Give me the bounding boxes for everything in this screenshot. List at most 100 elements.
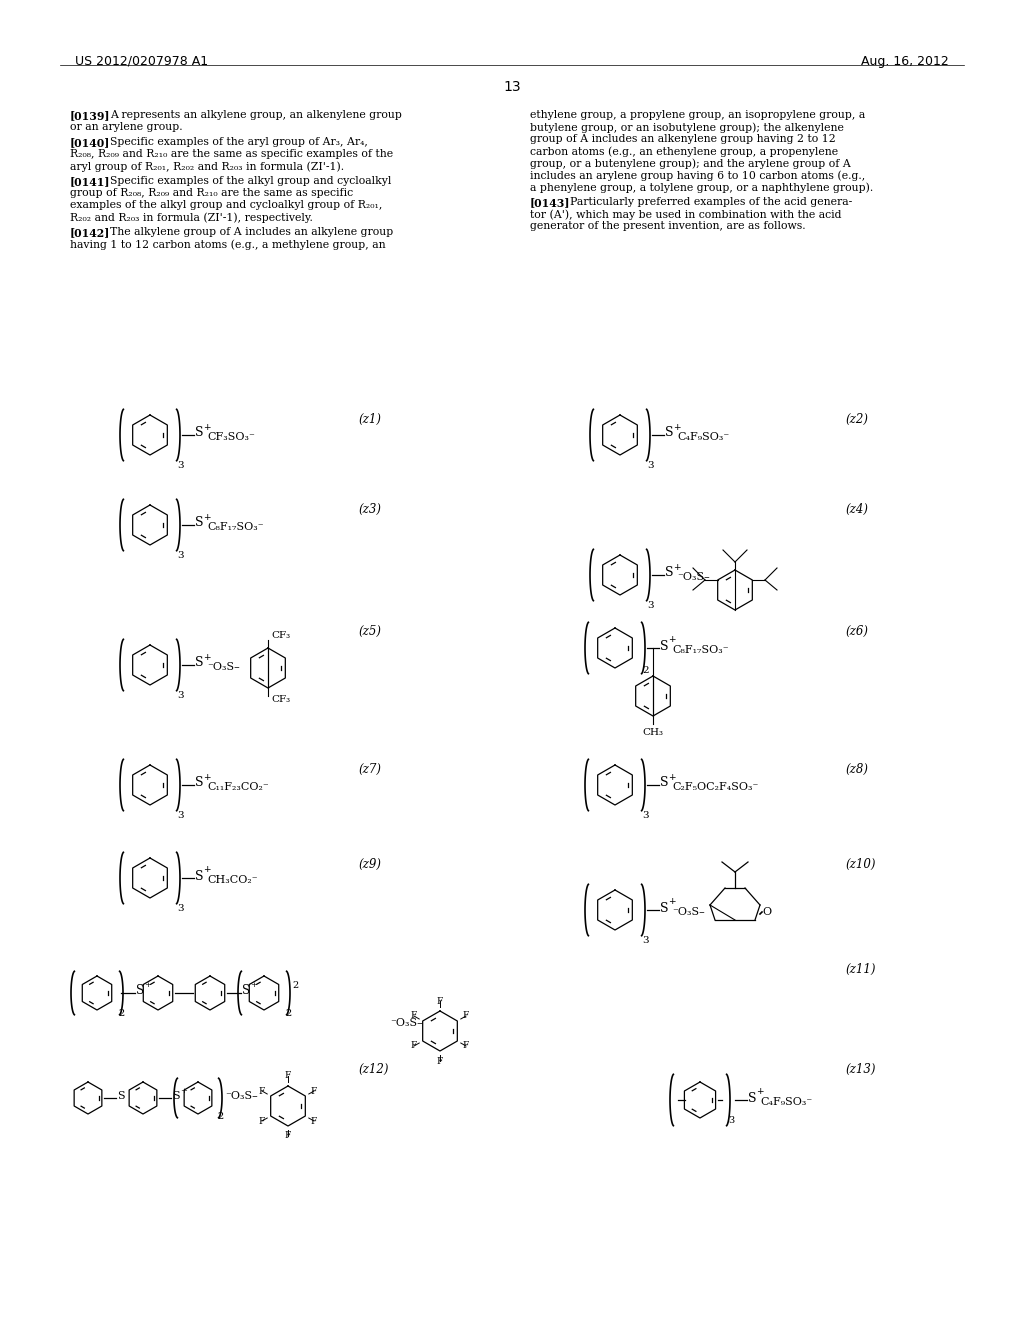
Text: CF₃SO₃⁻: CF₃SO₃⁻ — [207, 432, 255, 442]
Text: F: F — [311, 1086, 317, 1096]
Text: +: + — [756, 1088, 764, 1097]
Text: C₄F₉SO₃⁻: C₄F₉SO₃⁻ — [677, 432, 729, 442]
Text: (z13): (z13) — [845, 1063, 876, 1076]
Text: Particularly preferred examples of the acid genera-: Particularly preferred examples of the a… — [570, 197, 852, 207]
Text: aryl group of R₂₀₁, R₂₀₂ and R₂₀₃ in formula (ZI'-1).: aryl group of R₂₀₁, R₂₀₂ and R₂₀₃ in for… — [70, 161, 344, 172]
Text: ⁻O₃S–: ⁻O₃S– — [225, 1092, 258, 1101]
Text: (z7): (z7) — [358, 763, 381, 776]
Text: (z11): (z11) — [845, 964, 876, 975]
Text: 3: 3 — [647, 601, 653, 610]
Text: +: + — [180, 1086, 186, 1096]
Text: US 2012/0207978 A1: US 2012/0207978 A1 — [75, 55, 208, 69]
Text: ⁻O₃S–: ⁻O₃S– — [677, 572, 710, 582]
Text: (z4): (z4) — [845, 503, 868, 516]
Text: 2: 2 — [292, 981, 298, 990]
Text: S: S — [195, 516, 204, 529]
Text: having 1 to 12 carbon atoms (e.g., a methylene group, an: having 1 to 12 carbon atoms (e.g., a met… — [70, 239, 386, 249]
Text: C₈F₁₇SO₃⁻: C₈F₁₇SO₃⁻ — [207, 521, 263, 532]
Text: C₄F₉SO₃⁻: C₄F₉SO₃⁻ — [760, 1097, 812, 1107]
Text: F: F — [311, 1117, 317, 1126]
Text: [0142]: [0142] — [70, 227, 111, 238]
Text: 13: 13 — [503, 81, 521, 94]
Text: [0141]: [0141] — [70, 176, 111, 187]
Text: F: F — [285, 1072, 291, 1081]
Text: (z10): (z10) — [845, 858, 876, 871]
Text: S: S — [660, 639, 669, 652]
Text: R₂₀₈, R₂₀₉ and R₂₁₀ are the same as specific examples of the: R₂₀₈, R₂₀₉ and R₂₁₀ are the same as spec… — [70, 149, 393, 158]
Text: +: + — [203, 512, 211, 521]
Text: C₁₁F₂₃CO₂⁻: C₁₁F₂₃CO₂⁻ — [207, 781, 268, 792]
Text: CF₃: CF₃ — [271, 631, 290, 640]
Text: +: + — [250, 981, 257, 989]
Text: S: S — [660, 902, 669, 915]
Text: 2: 2 — [217, 1111, 223, 1121]
Text: (z6): (z6) — [845, 624, 868, 638]
Text: +: + — [673, 562, 681, 572]
Text: 3: 3 — [177, 690, 183, 700]
Text: F: F — [437, 1056, 443, 1065]
Text: includes an arylene group having 6 to 10 carbon atoms (e.g.,: includes an arylene group having 6 to 10… — [530, 170, 865, 181]
Text: 3: 3 — [642, 810, 648, 820]
Text: S: S — [195, 656, 204, 669]
Text: F: F — [259, 1117, 265, 1126]
Text: carbon atoms (e.g., an ethenylene group, a propenylene: carbon atoms (e.g., an ethenylene group,… — [530, 147, 838, 157]
Text: (z9): (z9) — [358, 858, 381, 871]
Text: generator of the present invention, are as follows.: generator of the present invention, are … — [530, 220, 806, 231]
Text: ethylene group, a propylene group, an isopropylene group, a: ethylene group, a propylene group, an is… — [530, 110, 865, 120]
Text: [0139]: [0139] — [70, 110, 111, 121]
Text: [0143]: [0143] — [530, 197, 570, 209]
Text: A represents an alkylene group, an alkenylene group: A represents an alkylene group, an alken… — [110, 110, 401, 120]
Text: F: F — [463, 1041, 469, 1051]
Text: +: + — [144, 981, 151, 989]
Text: Specific examples of the aryl group of Ar₃, Ar₄,: Specific examples of the aryl group of A… — [110, 137, 368, 147]
Text: 3: 3 — [647, 461, 653, 470]
Text: S: S — [665, 566, 674, 579]
Text: S: S — [195, 870, 204, 883]
Text: (z8): (z8) — [845, 763, 868, 776]
Text: The alkylene group of A includes an alkylene group: The alkylene group of A includes an alky… — [110, 227, 393, 238]
Text: 2: 2 — [642, 667, 648, 675]
Text: F: F — [285, 1131, 291, 1140]
Text: CH₃: CH₃ — [642, 729, 664, 737]
Text: or an arylene group.: or an arylene group. — [70, 121, 182, 132]
Text: S: S — [136, 985, 144, 998]
Text: group, or a butenylene group); and the arylene group of A: group, or a butenylene group); and the a… — [530, 158, 851, 169]
Text: a phenylene group, a tolylene group, or a naphthylene group).: a phenylene group, a tolylene group, or … — [530, 182, 873, 193]
Text: S: S — [665, 426, 674, 440]
Text: F: F — [411, 1041, 417, 1051]
Text: F: F — [463, 1011, 469, 1020]
Text: +: + — [203, 652, 211, 661]
Text: 3: 3 — [728, 1115, 734, 1125]
Text: ⁻O₃S–: ⁻O₃S– — [672, 907, 705, 917]
Text: +: + — [668, 898, 676, 907]
Text: +: + — [668, 772, 676, 781]
Text: butylene group, or an isobutylene group); the alkenylene: butylene group, or an isobutylene group)… — [530, 121, 844, 132]
Text: +: + — [203, 772, 211, 781]
Text: +: + — [203, 866, 211, 874]
Text: 3: 3 — [177, 904, 183, 913]
Text: F: F — [437, 997, 443, 1006]
Text: 3: 3 — [642, 936, 648, 945]
Text: 2: 2 — [118, 1008, 124, 1018]
Text: [0140]: [0140] — [70, 137, 111, 148]
Text: S: S — [748, 1092, 757, 1105]
Text: ⁻O₃S–: ⁻O₃S– — [390, 1018, 423, 1028]
Text: (z3): (z3) — [358, 503, 381, 516]
Text: (z12): (z12) — [358, 1063, 388, 1076]
Text: O: O — [762, 907, 771, 917]
Text: S: S — [117, 1092, 125, 1101]
Text: Aug. 16, 2012: Aug. 16, 2012 — [861, 55, 949, 69]
Text: S: S — [195, 426, 204, 440]
Text: 3: 3 — [177, 550, 183, 560]
Text: examples of the alkyl group and cycloalkyl group of R₂₀₁,: examples of the alkyl group and cycloalk… — [70, 201, 382, 210]
Text: (z1): (z1) — [358, 413, 381, 426]
Text: C₈F₁₇SO₃⁻: C₈F₁₇SO₃⁻ — [672, 645, 729, 655]
Text: S: S — [195, 776, 204, 789]
Text: CH₃CO₂⁻: CH₃CO₂⁻ — [207, 875, 258, 884]
Text: ⁻O₃S–: ⁻O₃S– — [207, 663, 240, 672]
Text: S: S — [660, 776, 669, 789]
Text: S: S — [242, 985, 250, 998]
Text: F: F — [411, 1011, 417, 1020]
Text: Specific examples of the alkyl group and cycloalkyl: Specific examples of the alkyl group and… — [110, 176, 391, 186]
Text: +: + — [673, 422, 681, 432]
